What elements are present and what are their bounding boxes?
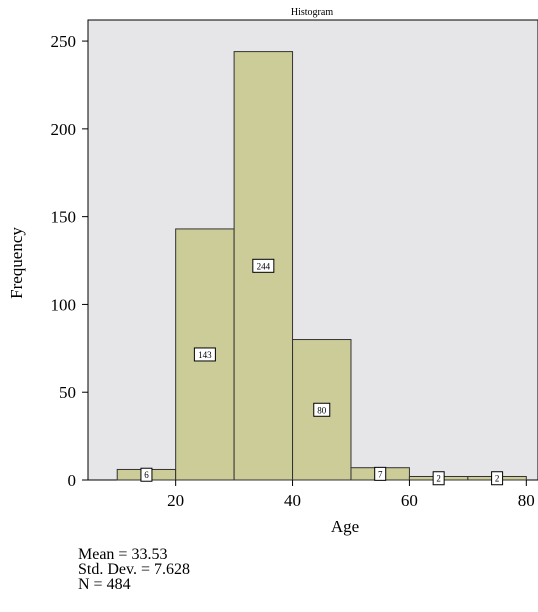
bar-label-box-4	[374, 466, 387, 481]
bar-label-box-3	[313, 402, 331, 417]
bar-label-0: 6	[140, 467, 153, 482]
x-axis: 20 40 60 80	[167, 480, 535, 510]
y-axis: 0 50 100 150 200 250	[51, 32, 88, 490]
n-stat: N = 484	[78, 576, 131, 593]
histogram-chart: Histogram 6 143 244 80 7 2 2 0 50 100 150 200 250 2…	[7, 7, 538, 536]
bar-label-text-5: 2	[436, 474, 441, 484]
x-tick-label-3: 80	[518, 491, 535, 510]
y-tick-label-4: 200	[51, 120, 77, 139]
x-axis-label: Age	[331, 517, 359, 536]
bar-label-text-4: 7	[378, 469, 383, 479]
x-tick-label-0: 20	[167, 491, 184, 510]
bar-label-box-6	[491, 471, 504, 486]
bar-label-box-0	[140, 467, 153, 482]
y-tick-label-1: 50	[59, 383, 76, 402]
bar-label-1: 143	[193, 347, 216, 362]
y-tick-label-2: 100	[51, 295, 77, 314]
x-tick-label-1: 40	[284, 491, 301, 510]
bar-label-text-0: 6	[144, 470, 149, 480]
y-axis-label: Frequency	[7, 227, 26, 299]
bar-label-box-2	[252, 258, 275, 273]
chart-title: Histogram	[291, 7, 333, 18]
bar-label-text-2: 244	[257, 261, 271, 271]
y-tick-label-0: 0	[68, 471, 77, 490]
summary-statistics: Mean = 33.53 Std. Dev. = 7.628 N = 484	[78, 546, 190, 593]
y-tick-label-3: 150	[51, 208, 77, 227]
bar-label-box-5	[432, 471, 445, 486]
mean-stat: Mean = 33.53	[78, 546, 168, 563]
bar-label-box-1	[193, 347, 216, 362]
bar-label-6: 2	[491, 471, 504, 486]
bar-labels: 6 143 244 80 7 2 2	[140, 258, 504, 486]
y-tick-label-5: 250	[51, 32, 77, 51]
bar-label-text-3: 80	[317, 405, 327, 415]
bar-label-2: 244	[252, 258, 275, 273]
bar-label-4: 7	[374, 466, 387, 481]
bar-label-text-1: 143	[198, 350, 212, 360]
std-dev-stat: Std. Dev. = 7.628	[78, 561, 190, 578]
bar-label-3: 80	[313, 402, 331, 417]
bar-label-text-6: 2	[495, 474, 500, 484]
bar-label-5: 2	[432, 471, 445, 486]
x-tick-label-2: 60	[401, 491, 418, 510]
